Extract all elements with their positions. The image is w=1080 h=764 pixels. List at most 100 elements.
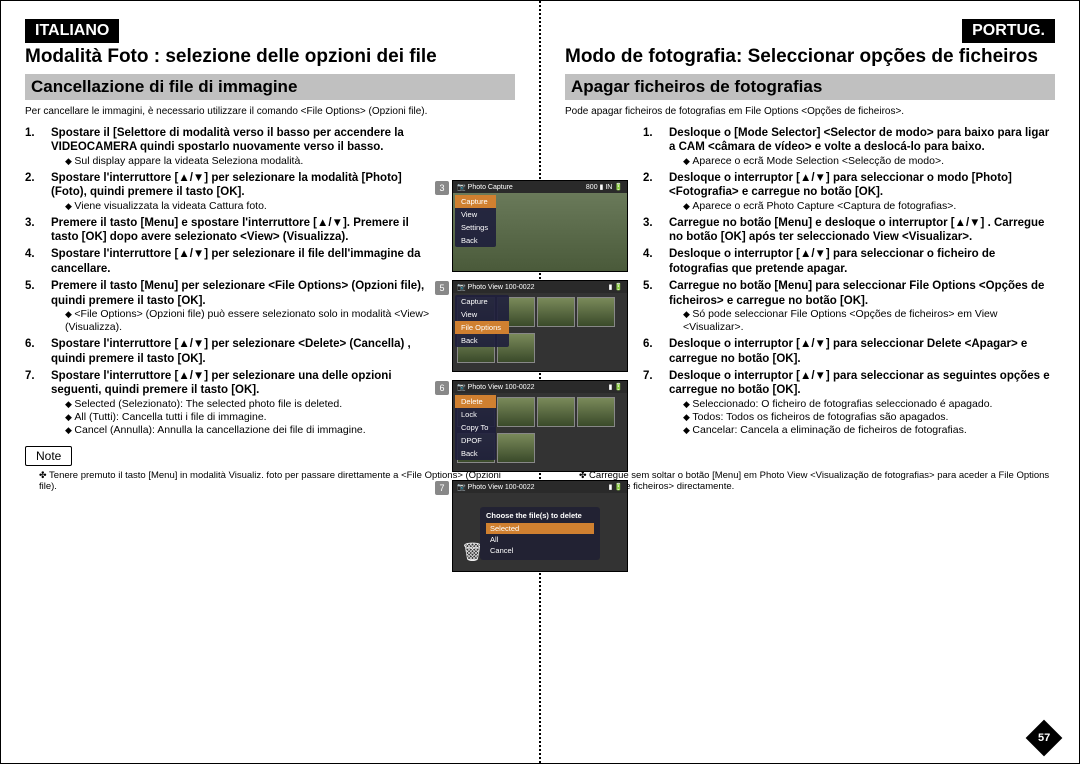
step-text: Spostare il [Selettore di modalità verso… xyxy=(51,126,435,168)
step-subnotes: Aparece o ecrã Photo Capture <Captura de… xyxy=(669,200,1055,213)
step-text: Desloque o [Mode Selector] <Selector de … xyxy=(669,126,1055,168)
screenshot-body: CaptureViewSettingsBack xyxy=(453,193,627,271)
step-item: 7.Desloque o interruptor [▲/▼] para sele… xyxy=(643,369,1055,437)
section-heading-right: Apagar ficheiros de fotografias xyxy=(565,74,1055,100)
screenshot-header: 📷 Photo View 100-0022 ▮ 🔋 xyxy=(453,481,627,493)
step-item: 4.Spostare l'interruttore [▲/▼] per sele… xyxy=(25,247,435,276)
step-subnotes: <File Options> (Opzioni file) può essere… xyxy=(51,308,435,334)
step-number: 3. xyxy=(643,216,669,245)
step-item: 2.Spostare l'interruttore [▲/▼] per sele… xyxy=(25,171,435,213)
step-item: 6.Desloque o interruptor [▲/▼] para sele… xyxy=(643,337,1055,366)
photo-thumbnail xyxy=(497,397,535,427)
menu-item: Lock xyxy=(455,408,496,421)
screenshot-7: 7 📷 Photo View 100-0022 ▮ 🔋 🗑 Choose the… xyxy=(452,480,628,572)
camera-icon: 📷 Photo View 100-0022 xyxy=(457,283,534,291)
screenshot-number: 5 xyxy=(435,281,449,295)
menu-item: Back xyxy=(455,234,496,247)
step-text: Desloque o interruptor [▲/▼] para selecc… xyxy=(669,171,1055,213)
screenshot-header: 📷 Photo Capture 800 ▮ IN 🔋 xyxy=(453,181,627,193)
menu-item: Settings xyxy=(455,221,496,234)
step-number: 6. xyxy=(643,337,669,366)
step-text: Carregue no botão [Menu] para selecciona… xyxy=(669,279,1055,334)
screenshot-body: DeleteLockCopy ToDPOFBack xyxy=(453,393,627,471)
step-item: 4.Desloque o interruptor [▲/▼] para sele… xyxy=(643,247,1055,276)
dialog-option: Cancel xyxy=(486,545,594,556)
camera-icon: 📷 Photo Capture xyxy=(457,183,513,191)
menu-item: View xyxy=(455,208,496,221)
step-text: Desloque o interruptor [▲/▼] para selecc… xyxy=(669,337,1055,366)
step-text: Premere il tasto [Menu] e spostare l'int… xyxy=(51,216,435,245)
menu-item: Delete xyxy=(455,395,496,408)
screenshot-5: 5 📷 Photo View 100-0022 ▮ 🔋 CaptureViewF… xyxy=(452,280,628,372)
menu-item: File Options xyxy=(455,321,509,334)
step-item: 7.Spostare l'interruttore [▲/▼] per sele… xyxy=(25,369,435,437)
step-number: 5. xyxy=(643,279,669,334)
status-icons: ▮ 🔋 xyxy=(608,383,623,391)
step-number: 2. xyxy=(25,171,51,213)
step-item: 5.Premere il tasto [Menu] per selezionar… xyxy=(25,279,435,334)
step-item: 3.Premere il tasto [Menu] e spostare l'i… xyxy=(25,216,435,245)
step-item: 3.Carregue no botão [Menu] e desloque o … xyxy=(643,216,1055,245)
intro-text-right: Pode apagar ficheiros de fotografias em … xyxy=(565,106,1055,118)
menu-overlay: DeleteLockCopy ToDPOFBack xyxy=(455,395,496,460)
step-text: Spostare l'interruttore [▲/▼] per selezi… xyxy=(51,247,435,276)
step-number: 6. xyxy=(25,337,51,366)
photo-thumbnail xyxy=(497,433,535,463)
step-number: 7. xyxy=(643,369,669,437)
screenshot-3: 3 📷 Photo Capture 800 ▮ IN 🔋 CaptureView… xyxy=(452,180,628,272)
menu-item: Capture xyxy=(455,195,496,208)
steps-list-right: 1.Desloque o [Mode Selector] <Selector d… xyxy=(565,126,1055,437)
dialog-option: Selected xyxy=(486,523,594,534)
menu-item: Back xyxy=(455,447,496,460)
step-number: 4. xyxy=(25,247,51,276)
step-subnotes: Selected (Selezionato): The selected pho… xyxy=(51,398,435,437)
step-subnotes: Sul display appare la videata Seleziona … xyxy=(51,155,435,168)
step-text: Spostare l'interruttore [▲/▼] per selezi… xyxy=(51,337,435,366)
menu-overlay: CaptureViewSettingsBack xyxy=(455,195,496,247)
page-title-left: Modalità Foto : selezione delle opzioni … xyxy=(25,47,515,68)
step-number: 1. xyxy=(643,126,669,168)
step-item: 5.Carregue no botão [Menu] para seleccio… xyxy=(643,279,1055,334)
camera-icon: 📷 Photo View 100-0022 xyxy=(457,483,534,491)
screenshot-header: 📷 Photo View 100-0022 ▮ 🔋 xyxy=(453,281,627,293)
photo-thumbnail xyxy=(577,397,615,427)
screenshot-body: 🗑 Choose the file(s) to delete SelectedA… xyxy=(453,493,627,571)
screenshot-column: 3 📷 Photo Capture 800 ▮ IN 🔋 CaptureView… xyxy=(452,180,628,580)
screenshot-header: 📷 Photo View 100-0022 ▮ 🔋 xyxy=(453,381,627,393)
step-subnotes: Seleccionado: O ficheiro de fotografias … xyxy=(669,398,1055,437)
step-subnotes: Aparece o ecrã Mode Selection <Selecção … xyxy=(669,155,1055,168)
manual-page: ITALIANO Modalità Foto : selezione delle… xyxy=(0,0,1080,764)
dialog-option: All xyxy=(486,534,594,545)
menu-item: DPOF xyxy=(455,434,496,447)
photo-thumbnail xyxy=(577,297,615,327)
step-number: 4. xyxy=(643,247,669,276)
camera-icon: 📷 Photo View 100-0022 xyxy=(457,383,534,391)
dialog-title: Choose the file(s) to delete xyxy=(486,511,594,520)
menu-item: Copy To xyxy=(455,421,496,434)
step-subnotes: Viene visualizzata la videata Cattura fo… xyxy=(51,200,435,213)
menu-item: Back xyxy=(455,334,509,347)
step-item: 1.Desloque o [Mode Selector] <Selector d… xyxy=(643,126,1055,168)
screenshot-number: 7 xyxy=(435,481,449,495)
step-text: Spostare l'interruttore [▲/▼] per selezi… xyxy=(51,369,435,437)
step-item: 6.Spostare l'interruttore [▲/▼] per sele… xyxy=(25,337,435,366)
step-text: Spostare l'interruttore [▲/▼] per selezi… xyxy=(51,171,435,213)
step-number: 7. xyxy=(25,369,51,437)
step-text: Desloque o interruptor [▲/▼] para selecc… xyxy=(669,247,1055,276)
screenshot-number: 6 xyxy=(435,381,449,395)
photo-thumbnail xyxy=(537,297,575,327)
step-subnotes: Só pode seleccionar File Options <Opções… xyxy=(669,308,1055,334)
section-heading-left: Cancellazione di file di immagine xyxy=(25,74,515,100)
page-title-right: Modo de fotografia: Seleccionar opções d… xyxy=(565,47,1055,68)
screenshot-number: 3 xyxy=(435,181,449,195)
menu-item: Capture xyxy=(455,295,509,308)
step-item: 1.Spostare il [Selettore di modalità ver… xyxy=(25,126,435,168)
intro-text-left: Per cancellare le immagini, è necessario… xyxy=(25,106,515,118)
status-icons: 800 ▮ IN 🔋 xyxy=(586,183,623,191)
confirm-dialog: Choose the file(s) to delete SelectedAll… xyxy=(480,507,600,560)
step-number: 5. xyxy=(25,279,51,334)
step-text: Desloque o interruptor [▲/▼] para selecc… xyxy=(669,369,1055,437)
step-number: 1. xyxy=(25,126,51,168)
step-number: 2. xyxy=(643,171,669,213)
step-item: 2.Desloque o interruptor [▲/▼] para sele… xyxy=(643,171,1055,213)
